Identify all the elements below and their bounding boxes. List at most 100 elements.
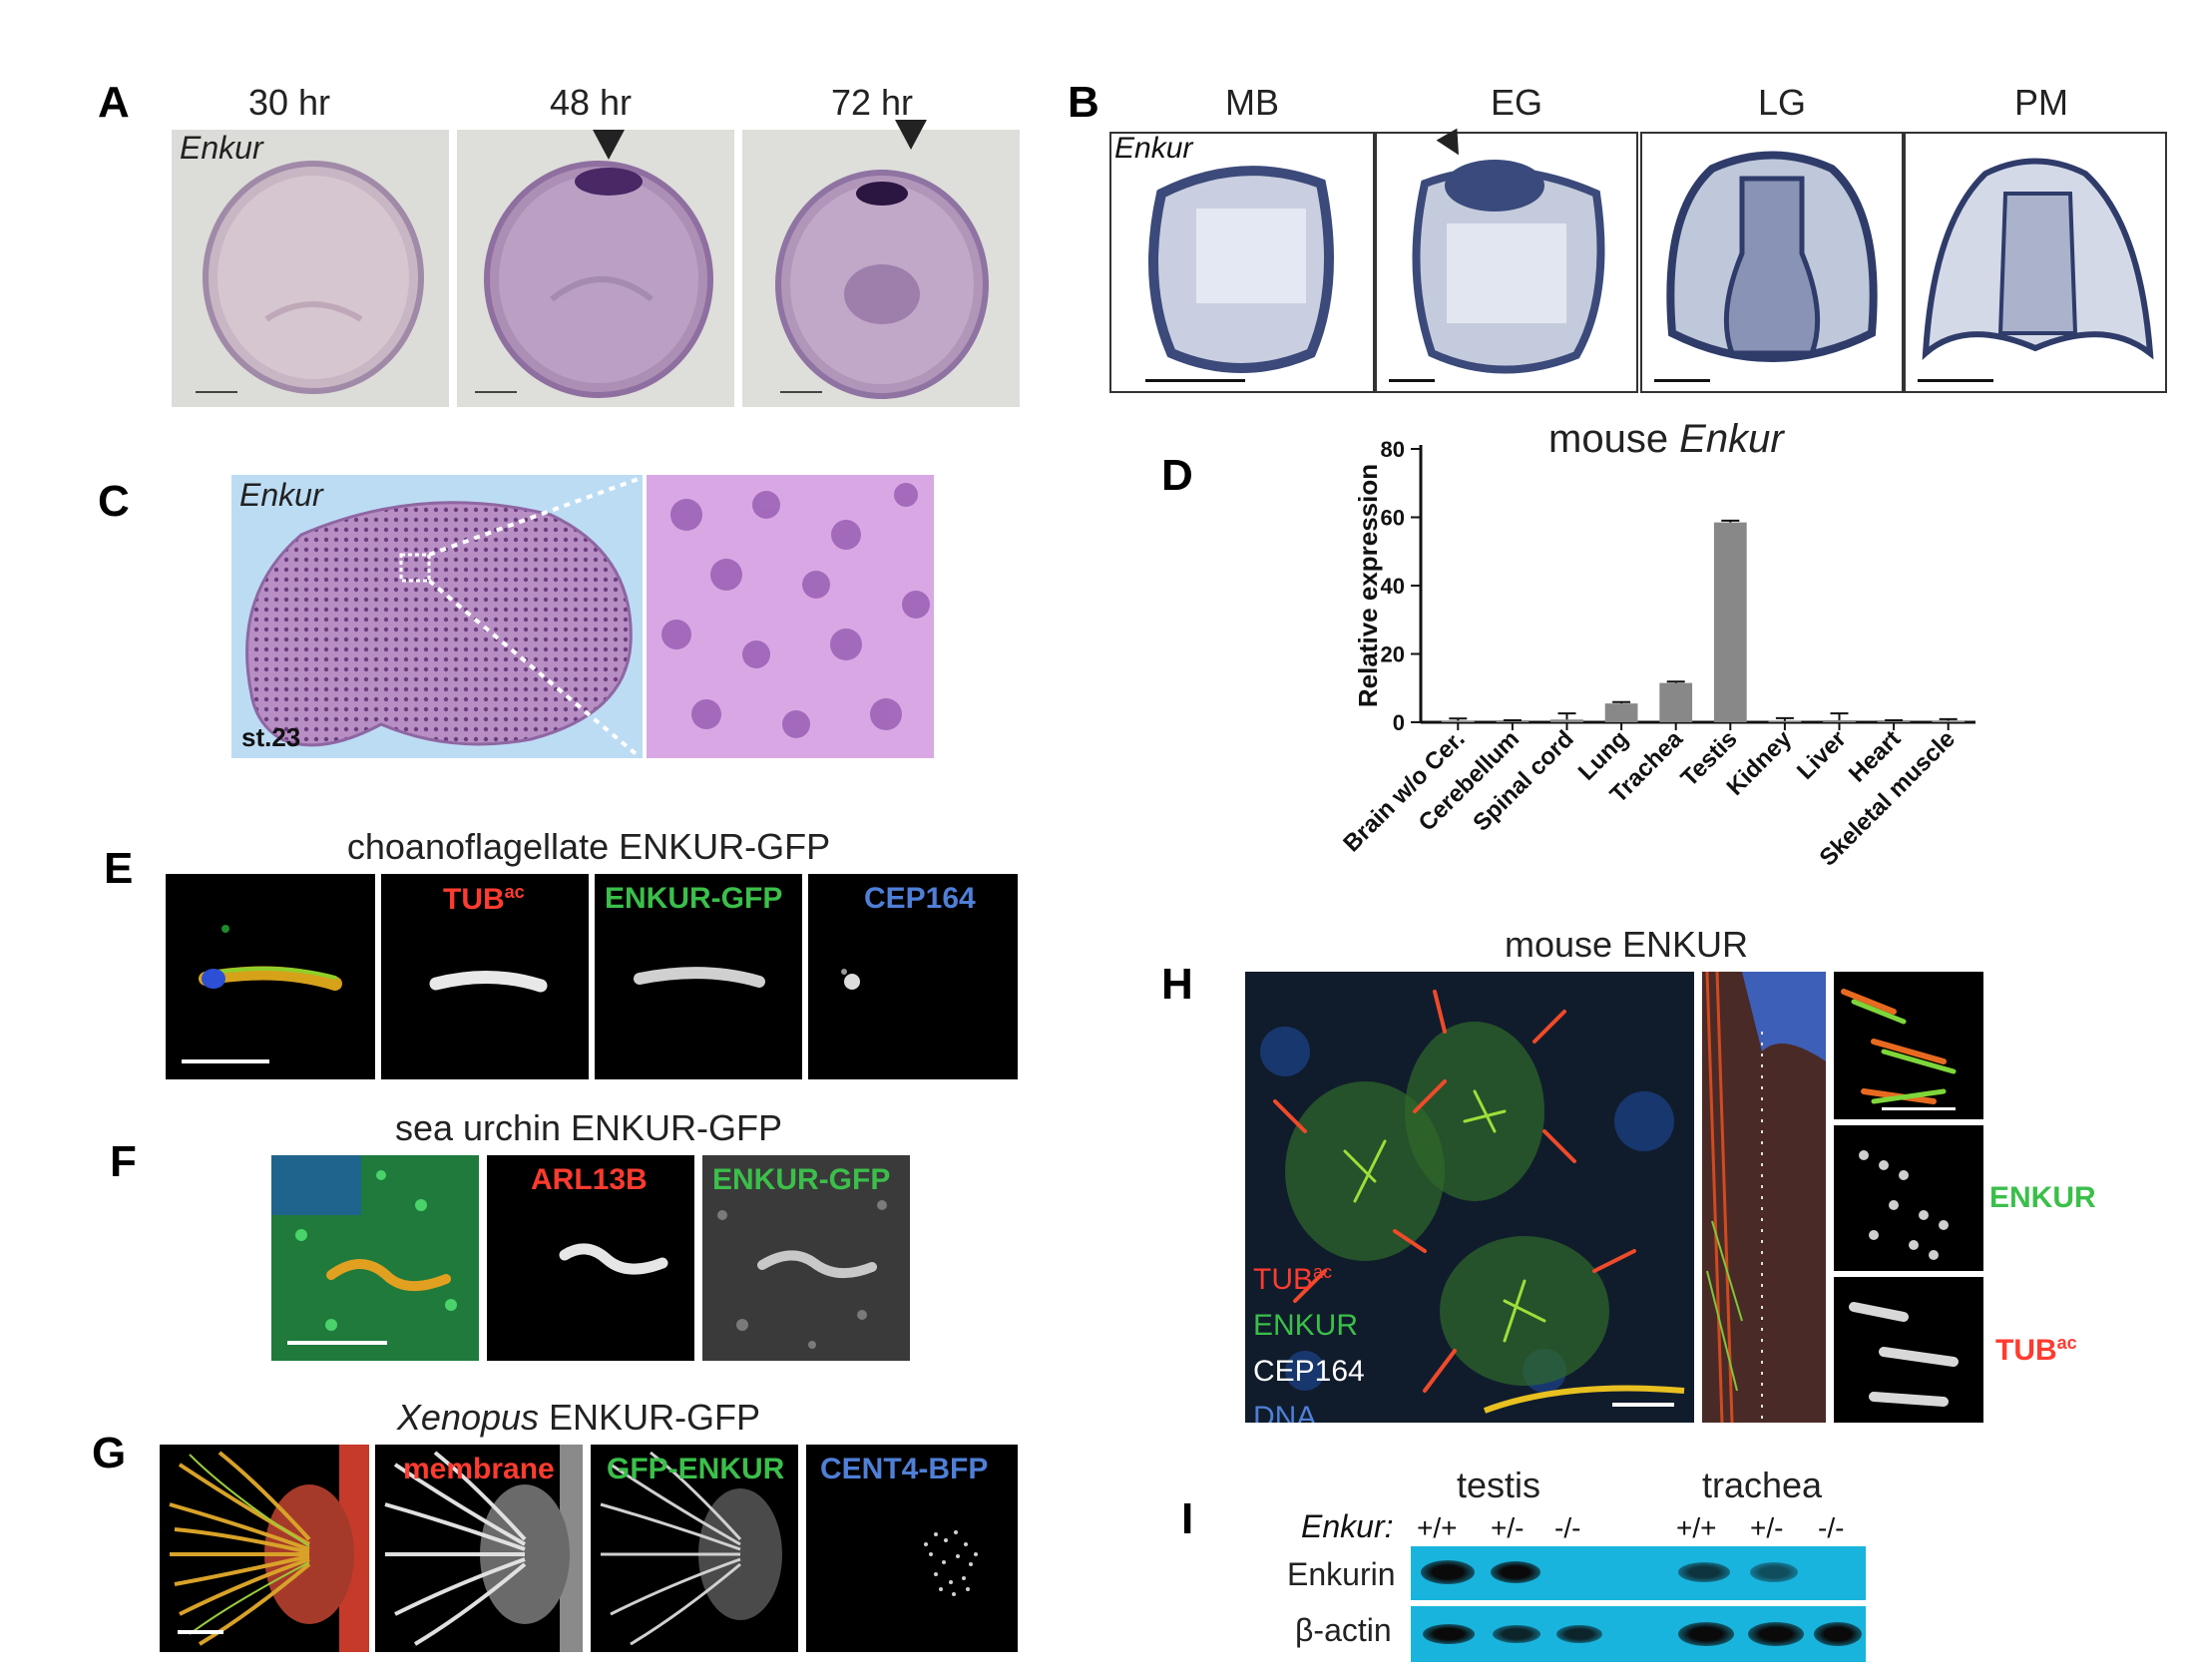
embryo-drawing bbox=[245, 501, 633, 747]
cilium-drawing bbox=[199, 925, 342, 991]
channel-label-cep164: CEP164 bbox=[864, 882, 976, 915]
y-tick-label: 60 bbox=[1381, 506, 1405, 531]
merged-micrograph bbox=[166, 874, 375, 1079]
row-label-enkurin: Enkurin bbox=[1287, 1556, 1396, 1592]
multicilia-drawing bbox=[600, 1451, 782, 1646]
timepoint-label: 30 hr bbox=[247, 82, 331, 123]
blot-band bbox=[1748, 1622, 1804, 1646]
panel-label-a: A bbox=[98, 78, 130, 127]
legend-tubac: TUBac bbox=[1253, 1249, 1365, 1303]
zoom-drawing bbox=[1841, 989, 1957, 1110]
merged-micrograph: TUBac ENKUR CEP164 DNA bbox=[1245, 972, 1694, 1423]
embryo-drawing bbox=[775, 170, 989, 399]
channel-label-enkur-gfp: ENKUR-GFP bbox=[712, 1163, 891, 1196]
legend-tubac-superscript: ac bbox=[1313, 1262, 1333, 1282]
channel-legend: TUBac ENKUR CEP164 DNA bbox=[1253, 1249, 1365, 1423]
xenopus-embryo-image bbox=[231, 475, 643, 758]
cilium-drawing bbox=[559, 1243, 668, 1275]
cilium-drawing bbox=[634, 967, 765, 988]
panel-label-b: B bbox=[1068, 78, 1099, 127]
larva-image-mb bbox=[1109, 132, 1375, 393]
panel-label-c: C bbox=[98, 477, 130, 526]
gene-label-enkur: Enkur bbox=[239, 477, 323, 513]
bar bbox=[1932, 720, 1966, 722]
bar bbox=[1550, 719, 1583, 722]
side-label-enkur: ENKUR bbox=[1989, 1181, 2096, 1214]
channel-label-arl13b: ARL13B bbox=[531, 1163, 648, 1196]
zoom-micrograph-tubac bbox=[1834, 1277, 1983, 1423]
legend-cep164: CEP164 bbox=[1253, 1355, 1365, 1388]
genotype: +/+ bbox=[1417, 1512, 1458, 1543]
side-label-tubac: TUBac bbox=[1995, 1333, 2077, 1368]
blot-band bbox=[1421, 1560, 1475, 1584]
stage-label: LG bbox=[1757, 82, 1807, 123]
panel-label-i: I bbox=[1181, 1494, 1194, 1543]
bar bbox=[1441, 720, 1475, 722]
zoom-micrograph-merged bbox=[1834, 972, 1983, 1119]
row-label-beta-actin: β-actin bbox=[1295, 1612, 1392, 1648]
blot-band bbox=[1556, 1625, 1602, 1643]
side-view-drawing bbox=[1702, 972, 1826, 1423]
larva-image-lg bbox=[1640, 132, 1904, 393]
micrograph-membrane: membrane bbox=[375, 1445, 583, 1652]
genotype-label: Enkur: bbox=[1301, 1508, 1394, 1544]
gene-label-enkur: Enkur bbox=[180, 130, 263, 166]
blot-band bbox=[1678, 1622, 1734, 1646]
embryo-drawing bbox=[475, 161, 713, 398]
bar bbox=[1713, 522, 1747, 722]
larva-drawing bbox=[1918, 158, 2154, 382]
genotype: -/- bbox=[1818, 1512, 1845, 1543]
side-label-tubac-text: TUB bbox=[1995, 1334, 2057, 1367]
y-tick-label: 20 bbox=[1381, 642, 1405, 667]
embryo-drawing bbox=[196, 161, 424, 394]
larva-image-eg bbox=[1375, 132, 1638, 393]
micrograph-tubac: TUBac bbox=[381, 874, 589, 1079]
stage-label: EG bbox=[1490, 82, 1542, 123]
zoom-drawing bbox=[661, 483, 930, 738]
embryo-image-48hr bbox=[457, 130, 734, 407]
bar bbox=[1496, 720, 1530, 722]
channel-label-gfp-enkur: GFP-ENKUR bbox=[607, 1453, 785, 1485]
cilium-drawing bbox=[429, 970, 548, 993]
merged-micrograph bbox=[271, 1155, 479, 1361]
bar bbox=[1659, 682, 1693, 722]
panel-title: Xenopus ENKUR-GFP bbox=[299, 1397, 858, 1439]
genotype: +/- bbox=[1491, 1512, 1525, 1543]
embryo-image-72hr bbox=[742, 130, 1020, 407]
cilium-drawing bbox=[271, 1155, 479, 1361]
blot-band bbox=[1814, 1622, 1862, 1646]
western-blot-beta-actin bbox=[1411, 1606, 1866, 1662]
multicilia-drawing bbox=[384, 1445, 583, 1652]
panel-label-e: E bbox=[104, 844, 134, 893]
basal-bodies-drawing bbox=[924, 1530, 978, 1596]
panel-label-f: F bbox=[110, 1137, 137, 1186]
blot-band bbox=[1750, 1562, 1798, 1582]
scale-bar bbox=[178, 1630, 223, 1634]
channel-label-text: TUB bbox=[443, 883, 505, 916]
timepoint-label: 48 hr bbox=[549, 82, 633, 123]
x-tick-label: Liver bbox=[1792, 725, 1852, 785]
panel-label-h: H bbox=[1161, 960, 1193, 1009]
larva-drawing bbox=[1654, 151, 1878, 382]
legend-tubac-text: TUB bbox=[1253, 1263, 1313, 1296]
zoom-guide-lines bbox=[429, 477, 641, 758]
channel-label-membrane: membrane bbox=[403, 1453, 555, 1485]
channel-label-cent4-bfp: CENT4-BFP bbox=[820, 1453, 989, 1485]
zoomed-cells-image bbox=[647, 475, 934, 758]
blot-band bbox=[1423, 1624, 1475, 1644]
multicilia-drawing bbox=[169, 1445, 369, 1652]
basal-body-drawing bbox=[841, 969, 860, 990]
larva-image-pm bbox=[1904, 132, 2167, 393]
genotype: +/+ bbox=[1676, 1512, 1717, 1543]
bar bbox=[1768, 720, 1802, 722]
channel-label-enkur-gfp: ENKUR-GFP bbox=[605, 882, 783, 915]
larva-drawing bbox=[1389, 160, 1605, 382]
merged-micrograph bbox=[160, 1445, 369, 1652]
scale-bar bbox=[182, 1059, 269, 1063]
embryo-image-30hr bbox=[172, 130, 449, 407]
stage-label: st.23 bbox=[241, 722, 301, 752]
panel-title-species: Xenopus bbox=[396, 1397, 540, 1438]
bar bbox=[1877, 720, 1911, 722]
stage-label: PM bbox=[2014, 82, 2068, 123]
